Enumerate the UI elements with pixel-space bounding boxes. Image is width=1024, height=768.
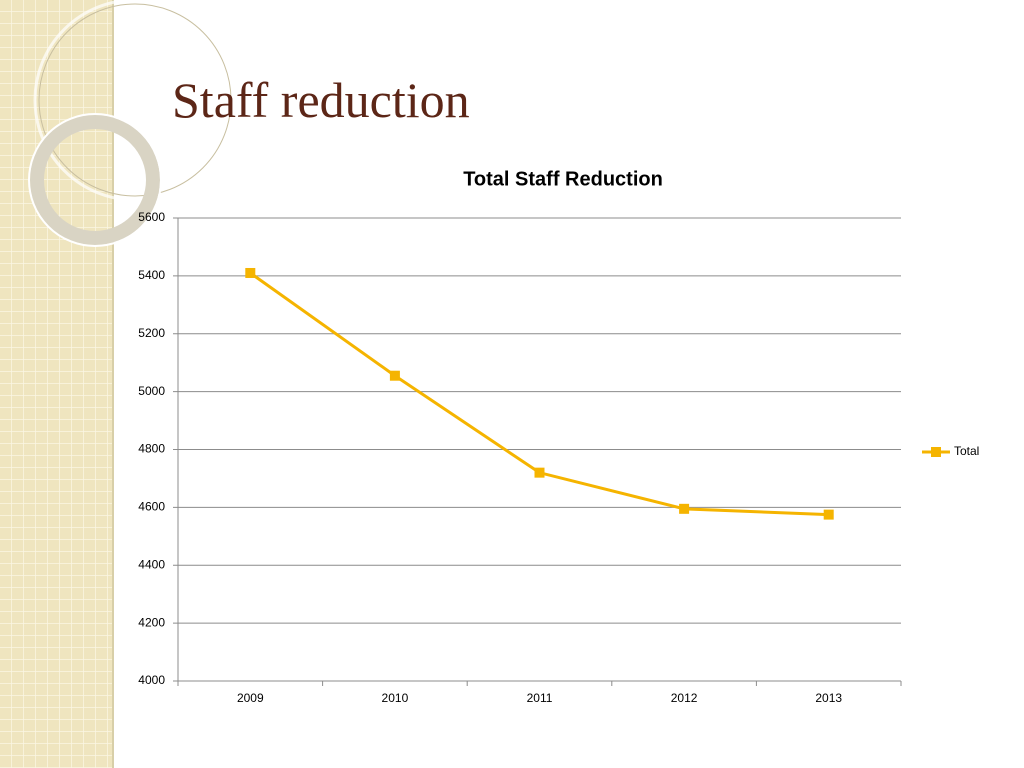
y-tick-label: 4400: [138, 557, 165, 571]
line: [249, 271, 829, 517]
y-tick-label: 4000: [138, 673, 165, 687]
marker: [245, 267, 256, 278]
legend-label: Total: [954, 444, 979, 458]
marker: [823, 509, 834, 520]
y-tick-label: 5200: [138, 326, 165, 340]
chart-title: Total Staff Reduction: [463, 168, 663, 190]
x-tick-label: 2009: [237, 691, 264, 705]
x-tick-label: 2011: [527, 691, 553, 705]
x-tick-label: 2012: [671, 691, 698, 705]
legend-marker: [931, 447, 941, 457]
x-tick-label: 2013: [815, 691, 842, 705]
decoration: [0, 0, 237, 768]
marker: [534, 467, 545, 478]
marker: [389, 370, 400, 381]
x-tick-label: 2010: [382, 691, 409, 705]
y-tick-label: 4200: [138, 615, 165, 629]
y-tick-label: 4800: [138, 442, 165, 456]
slide-title: Staff reduction: [172, 72, 470, 128]
y-tick-label: 5400: [138, 268, 165, 282]
y-tick-label: 4600: [138, 500, 165, 514]
y-tick-label: 5600: [138, 210, 165, 224]
y-tick-label: 5000: [138, 384, 165, 398]
marker: [679, 503, 690, 514]
